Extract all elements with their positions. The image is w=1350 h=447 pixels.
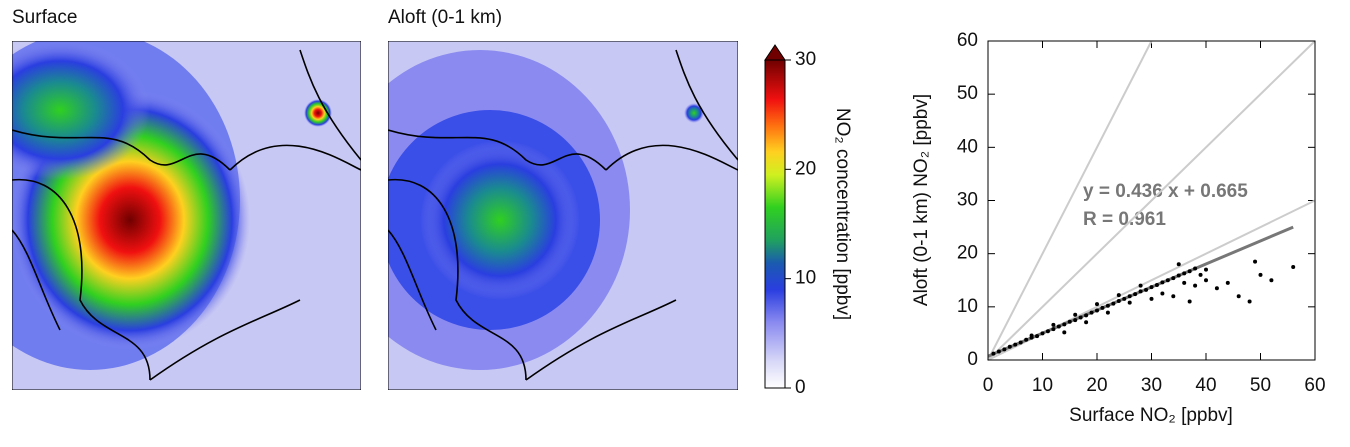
- point: [1084, 313, 1089, 318]
- colorbar-tick-label: 0: [795, 377, 806, 398]
- point: [1214, 286, 1219, 291]
- point: [1133, 292, 1138, 297]
- point: [1062, 330, 1067, 335]
- y-axis-label: Aloft (0-1 km) NO₂ [ppbv]: [911, 94, 932, 306]
- surface-map: [12, 41, 361, 390]
- point: [1171, 294, 1176, 299]
- aloft-map: [388, 41, 738, 390]
- point: [1035, 334, 1040, 339]
- point: [1176, 262, 1181, 267]
- point: [1193, 283, 1198, 288]
- point: [1165, 278, 1170, 283]
- colorbar-extend: [764, 44, 786, 61]
- point: [1056, 324, 1061, 329]
- point: [1149, 296, 1154, 301]
- point: [1187, 269, 1192, 274]
- y-tick-label: 0: [967, 349, 978, 370]
- point: [1095, 302, 1099, 307]
- annotation: R = 0.961: [1083, 209, 1166, 230]
- point: [1105, 310, 1110, 315]
- point: [1078, 315, 1083, 320]
- x-axis-label: Surface NO₂ [ppbv]: [1069, 405, 1233, 426]
- point: [1122, 296, 1127, 301]
- x-tick-label: 10: [1032, 375, 1053, 396]
- point: [1187, 299, 1192, 304]
- x-tick-label: 20: [1086, 375, 1107, 396]
- x-tick-label: 0: [983, 375, 994, 396]
- point: [1067, 319, 1072, 324]
- y-tick-label: 30: [957, 190, 978, 211]
- x-tick-label: 60: [1304, 375, 1325, 396]
- point: [1138, 289, 1143, 294]
- point: [1160, 280, 1165, 285]
- reference-line: [987, 40, 1153, 361]
- point: [1013, 342, 1018, 347]
- y-tick-label: 10: [957, 296, 978, 317]
- point: [1182, 271, 1187, 276]
- colorbar: [764, 59, 786, 389]
- point: [1051, 327, 1056, 332]
- point: [1269, 278, 1274, 283]
- point: [1225, 280, 1230, 285]
- y-tick-label: 60: [957, 30, 978, 51]
- point: [1154, 283, 1159, 288]
- colorbar-tick-label: 20: [795, 158, 816, 179]
- plot-frame: [987, 40, 1316, 361]
- point: [1111, 301, 1116, 306]
- point: [1149, 285, 1154, 290]
- colorbar-tick-label: 30: [795, 49, 816, 70]
- point: [1018, 340, 1023, 345]
- colorbar-label: NO₂ concentration [ppbv]: [832, 108, 853, 320]
- point: [1291, 264, 1296, 269]
- x-tick-label: 30: [1141, 375, 1162, 396]
- point: [1144, 287, 1149, 292]
- point: [1045, 329, 1050, 334]
- point: [1105, 303, 1110, 308]
- point: [1236, 294, 1241, 299]
- point: [1073, 312, 1078, 317]
- point: [1253, 259, 1258, 264]
- point: [1176, 273, 1181, 278]
- point: [1127, 294, 1132, 299]
- reference-line: [987, 40, 1316, 361]
- point: [1073, 318, 1078, 323]
- point: [1089, 310, 1094, 315]
- point: [991, 351, 996, 356]
- point: [1007, 344, 1012, 349]
- panel-title: Surface: [12, 7, 77, 28]
- point: [1247, 299, 1252, 304]
- point: [1095, 308, 1099, 313]
- annotation: y = 0.436 x + 0.665: [1083, 181, 1248, 202]
- y-tick-label: 40: [957, 136, 978, 157]
- point: [1084, 320, 1089, 325]
- colorbar-tick-label: 10: [795, 268, 816, 289]
- point: [1024, 337, 1029, 342]
- point: [1204, 278, 1208, 283]
- point: [1182, 280, 1187, 285]
- x-tick-label: 40: [1195, 375, 1216, 396]
- point: [1051, 322, 1056, 327]
- y-tick-label: 20: [957, 243, 978, 264]
- point: [1193, 266, 1198, 271]
- point: [1002, 347, 1007, 352]
- point: [1171, 276, 1176, 281]
- point: [1198, 272, 1203, 277]
- point: [1258, 272, 1263, 277]
- point: [1062, 322, 1067, 327]
- point: [1160, 291, 1165, 296]
- point: [1100, 305, 1105, 310]
- point: [1116, 298, 1121, 303]
- x-tick-label: 50: [1250, 375, 1271, 396]
- point: [996, 349, 1001, 354]
- point: [1204, 267, 1208, 272]
- point: [1138, 283, 1143, 288]
- y-tick-label: 50: [957, 83, 978, 104]
- point: [1116, 293, 1121, 298]
- point: [1040, 331, 1045, 336]
- panel-title: Aloft (0-1 km): [388, 7, 502, 28]
- point: [1127, 300, 1132, 305]
- point: [1029, 333, 1034, 338]
